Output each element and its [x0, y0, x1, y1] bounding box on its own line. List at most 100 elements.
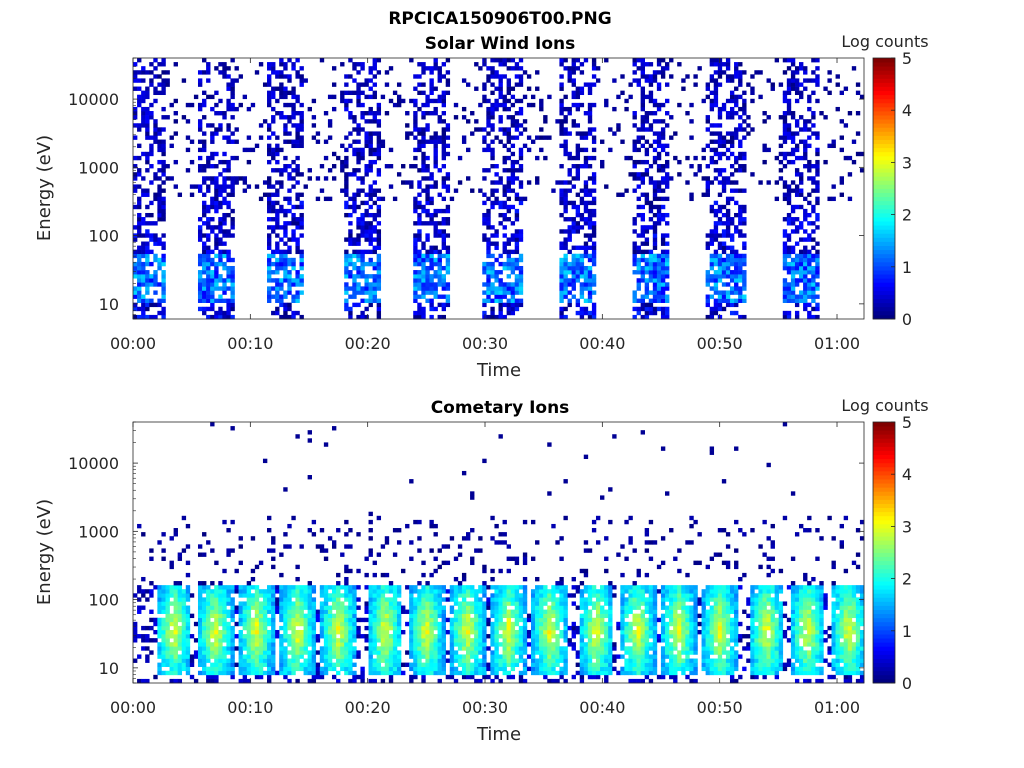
colorbar-segment — [873, 548, 895, 553]
colorbar-segment — [873, 532, 895, 537]
colorbar-segment — [873, 208, 895, 214]
colorbar-segment — [873, 581, 895, 586]
solar-wind-y-ticks: 10 100 1000 10000 — [68, 57, 864, 320]
colorbar-tick-label: 2 — [902, 206, 912, 225]
colorbar-segment — [873, 74, 895, 79]
colorbar-segment — [873, 434, 895, 439]
colorbar-segment — [873, 90, 895, 96]
colorbar-segment — [873, 646, 895, 651]
colorbar-segment — [873, 666, 895, 672]
colorbar-segment — [873, 585, 895, 590]
solar-wind-heatmap — [133, 58, 865, 320]
x-tick-label: 00:00 — [110, 334, 156, 353]
colorbar-segment — [873, 536, 895, 541]
colorbar-segment — [873, 180, 895, 185]
colorbar-segment — [873, 86, 895, 92]
colorbar-segment — [873, 192, 895, 198]
colorbar-segment — [873, 127, 895, 132]
colorbar-segment — [873, 678, 895, 684]
x-tick-label: 01:00 — [814, 334, 860, 353]
colorbar-tick-label: 2 — [902, 570, 912, 589]
colorbar-segment — [873, 135, 895, 140]
colorbar-tick-label: 3 — [902, 153, 912, 172]
colorbar-segment — [873, 106, 895, 112]
colorbar-segment — [873, 475, 895, 480]
colorbar-segment — [873, 241, 895, 246]
colorbar-segment — [873, 261, 895, 267]
y-tick-label: 10 — [99, 295, 119, 314]
colorbar-segment — [873, 642, 895, 647]
solar-wind-colorbar: 0 1 2 3 4 5 — [872, 49, 912, 329]
colorbar-segment — [873, 306, 895, 312]
colorbar-tick-label: 5 — [902, 49, 912, 68]
colorbar-segment — [873, 458, 895, 464]
colorbar-segment — [873, 528, 895, 533]
colorbar-segment — [873, 66, 895, 71]
colorbar-tick-label: 1 — [902, 258, 912, 277]
x-tick-label: 00:00 — [110, 698, 156, 717]
colorbar-segment — [873, 507, 895, 513]
colorbar-segment — [873, 310, 895, 316]
cometary-title: Cometary Ions — [431, 398, 570, 418]
x-tick-label: 00:10 — [227, 698, 273, 717]
colorbar-tick-label: 0 — [902, 674, 912, 693]
colorbar-segment — [873, 625, 895, 631]
colorbar-segment — [873, 601, 895, 606]
colorbar-segment — [873, 662, 895, 668]
colorbar-segment — [873, 200, 895, 206]
x-tick-label: 00:10 — [227, 334, 273, 353]
colorbar-segment — [873, 172, 895, 177]
colorbar-segment — [873, 302, 895, 308]
colorbar-segment — [873, 617, 895, 623]
x-tick-label: 00:40 — [579, 334, 625, 353]
x-tick-label: 00:20 — [345, 698, 391, 717]
colorbar-segment — [873, 589, 895, 594]
cometary-axes-frame — [132, 421, 865, 684]
cometary-y-ticks: 10 100 1000 10000 — [68, 421, 864, 684]
x-tick-label: 01:00 — [814, 698, 860, 717]
colorbar-segment — [873, 294, 895, 300]
colorbar-segment — [873, 466, 895, 472]
cometary-y-label: Energy (eV) — [34, 499, 55, 605]
colorbar-segment — [873, 151, 895, 157]
colorbar-segment — [873, 278, 895, 283]
colorbar-segment — [873, 290, 895, 295]
colorbar-segment — [873, 233, 895, 238]
colorbar-segment — [873, 225, 895, 230]
colorbar-segment — [873, 426, 895, 431]
colorbar-segment — [873, 249, 895, 255]
solar-wind-y-label: Energy (eV) — [34, 135, 55, 241]
colorbar-tick-label: 1 — [902, 622, 912, 641]
colorbar-frame — [872, 421, 896, 684]
colorbar-segment — [873, 491, 895, 496]
colorbar-segment — [873, 237, 895, 242]
colorbar-segment — [873, 119, 895, 124]
x-tick-label: 00:20 — [345, 334, 391, 353]
colorbar-segment — [873, 131, 895, 136]
colorbar-tick-label: 0 — [902, 310, 912, 329]
colorbar-segment — [873, 196, 895, 202]
colorbar-segment — [873, 143, 895, 149]
colorbar-segment — [873, 98, 895, 104]
colorbar-segment — [873, 159, 895, 165]
colorbar-segment — [873, 593, 895, 598]
colorbar-segment — [873, 123, 895, 128]
colorbar-segment — [873, 495, 895, 500]
colorbar-segment — [873, 544, 895, 549]
colorbar-segment — [873, 62, 895, 67]
y-tick-label: 10000 — [68, 90, 119, 109]
cometary-colorbar: 0 1 2 3 4 5 — [872, 413, 912, 693]
colorbar-segment — [873, 147, 895, 153]
colorbar-segment — [873, 462, 895, 468]
colorbar-segment — [873, 568, 895, 574]
colorbar-segment — [873, 483, 895, 488]
colorbar-segment — [873, 217, 895, 222]
colorbar-segment — [873, 650, 895, 655]
colorbar-segment — [873, 634, 895, 639]
colorbar-tick-label: 3 — [902, 517, 912, 536]
colorbar-tick-label: 4 — [902, 465, 912, 484]
colorbar-segment — [873, 82, 895, 87]
colorbar-segment — [873, 298, 895, 304]
